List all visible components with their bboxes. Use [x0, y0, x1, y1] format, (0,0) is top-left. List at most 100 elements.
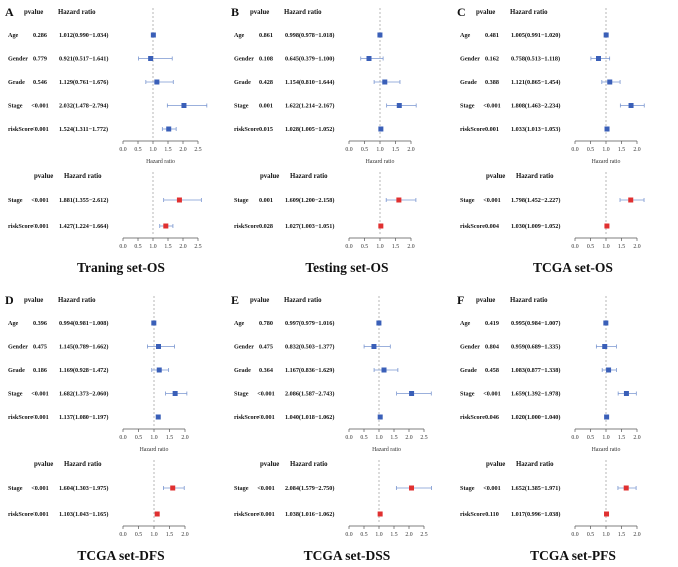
variable-label: Stage — [460, 197, 475, 204]
panel-label: E — [231, 293, 239, 307]
hazard-ratio-text: 0.959(0.689−1.335) — [511, 344, 560, 351]
panel-label: C — [457, 5, 466, 19]
pvalue-value: <0.001 — [483, 391, 500, 398]
pvalue-value: <0.001 — [31, 103, 48, 110]
variable-label: Gender — [234, 56, 254, 63]
x-tick-label: 1.5 — [618, 435, 625, 441]
variable-label: Stage — [460, 391, 475, 398]
hazard-ratio-text: 1.028(1.005−1.052) — [285, 126, 334, 133]
variable-label: Age — [8, 32, 19, 39]
hazard-ratio-marker — [628, 197, 634, 203]
x-tick-label: 2.0 — [181, 435, 188, 441]
pvalue-value: <0.001 — [483, 485, 500, 492]
hazard-ratio-header: Hazard ratio — [516, 461, 554, 468]
panel-label: A — [5, 5, 14, 19]
x-tick-label: 0.5 — [135, 532, 142, 538]
hazard-ratio-text: 1.652(1.385−1.971) — [511, 485, 560, 492]
hazard-ratio-text: 1.137(1.080−1.197) — [59, 414, 108, 421]
pvalue-value: 0.286 — [33, 32, 47, 39]
pvalue-value: 0.108 — [259, 56, 273, 63]
variable-label: Stage — [8, 103, 23, 110]
hazard-ratio-text: 0.994(0.981−1.008) — [59, 320, 108, 327]
hazard-ratio-text: 1.027(1.003−1.051) — [285, 223, 334, 230]
variable-label: riskScore — [8, 223, 33, 230]
pvalue-value: <0.001 — [257, 414, 274, 421]
hazard-ratio-marker — [371, 344, 377, 349]
x-axis-label: Hazard ratio — [592, 159, 621, 165]
hazard-ratio-marker — [166, 126, 172, 132]
pvalue-value: 0.001 — [485, 126, 499, 133]
variable-label: Age — [460, 320, 471, 327]
pvalue-value: <0.001 — [31, 223, 48, 230]
x-tick-label: 1.5 — [166, 532, 173, 538]
variable-label: riskScore — [460, 414, 485, 421]
hazard-ratio-marker — [382, 79, 388, 85]
hazard-ratio-header: Hazard ratio — [516, 173, 554, 180]
panel-title: TCGA set-OS — [533, 260, 613, 275]
x-tick-label: 0.0 — [119, 532, 126, 538]
x-tick-label: 0.5 — [361, 147, 368, 153]
pvalue-value: 0.481 — [485, 32, 499, 39]
hazard-ratio-text: 1.524(1.311−1.772) — [59, 126, 108, 133]
variable-label: Stage — [8, 485, 23, 492]
variable-label: Age — [8, 320, 19, 327]
hazard-ratio-text: 0.995(0.984−1.007) — [511, 320, 560, 327]
hazard-ratio-text: 1.030(1.009−1.052) — [511, 223, 560, 230]
panel-title: TCGA set-DFS — [77, 548, 164, 563]
pvalue-header: pvalue — [250, 9, 269, 16]
pvalue-header: pvalue — [486, 173, 505, 180]
variable-label: riskScore — [8, 414, 33, 421]
hazard-ratio-marker — [606, 367, 612, 373]
hazard-ratio-marker — [623, 485, 629, 491]
hazard-ratio-marker — [170, 485, 176, 491]
hazard-ratio-marker — [409, 391, 415, 396]
hazard-ratio-text: 1.121(0.865−1.454) — [511, 79, 560, 86]
pvalue-value: <0.001 — [483, 103, 500, 110]
hazard-ratio-text: 0.921(0.517−1.641) — [59, 56, 108, 63]
hazard-ratio-marker — [604, 511, 610, 517]
x-tick-label: 2.0 — [181, 532, 188, 538]
variable-label: Stage — [8, 197, 23, 204]
x-tick-label: 1.5 — [618, 532, 625, 538]
x-tick-label: 2.0 — [633, 244, 640, 250]
variable-label: Grade — [234, 367, 251, 374]
hazard-ratio-text: 2.084(1.579−2.750) — [285, 485, 334, 492]
x-axis-label: Hazard ratio — [366, 159, 395, 165]
x-tick-label: 2.0 — [407, 147, 414, 153]
hazard-ratio-marker — [602, 344, 608, 349]
variable-label: riskScore — [234, 126, 259, 133]
hazard-ratio-marker — [156, 367, 162, 373]
x-tick-label: 1.0 — [150, 435, 157, 441]
hazard-ratio-text: 0.998(0.978−1.018) — [285, 32, 334, 39]
hazard-ratio-marker — [172, 391, 178, 396]
pvalue-value: 0.001 — [259, 197, 273, 204]
hazard-ratio-text: 1.622(1.214−2.167) — [285, 103, 334, 110]
hazard-ratio-text: 1.038(1.016−1.062) — [285, 511, 334, 518]
hazard-ratio-text: 1.604(1.303−1.975) — [59, 485, 108, 492]
hazard-ratio-marker — [366, 56, 372, 61]
hazard-ratio-marker — [377, 414, 383, 420]
x-tick-label: 0.5 — [360, 435, 367, 441]
variable-label: riskScore — [460, 126, 485, 133]
hazard-ratio-marker — [377, 511, 383, 517]
x-tick-label: 1.5 — [390, 532, 397, 538]
x-tick-label: 2.5 — [420, 532, 427, 538]
x-tick-label: 2.0 — [405, 532, 412, 538]
x-tick-label: 0.5 — [587, 147, 594, 153]
x-tick-label: 1.5 — [618, 147, 625, 153]
x-tick-label: 2.0 — [179, 244, 186, 250]
pvalue-value: 0.015 — [259, 126, 273, 133]
hazard-ratio-marker — [607, 79, 613, 85]
pvalue-header: pvalue — [476, 9, 495, 16]
panel-title: Testing set-OS — [305, 260, 388, 275]
x-tick-label: 0.0 — [345, 532, 352, 538]
hazard-ratio-marker — [604, 223, 610, 229]
variable-label: Grade — [460, 367, 477, 374]
variable-label: Stage — [460, 485, 475, 492]
variable-label: riskScore — [8, 126, 33, 133]
pvalue-value: <0.001 — [257, 391, 274, 398]
x-tick-label: 1.0 — [602, 532, 609, 538]
panel-title: TCGA set-DSS — [304, 548, 391, 563]
